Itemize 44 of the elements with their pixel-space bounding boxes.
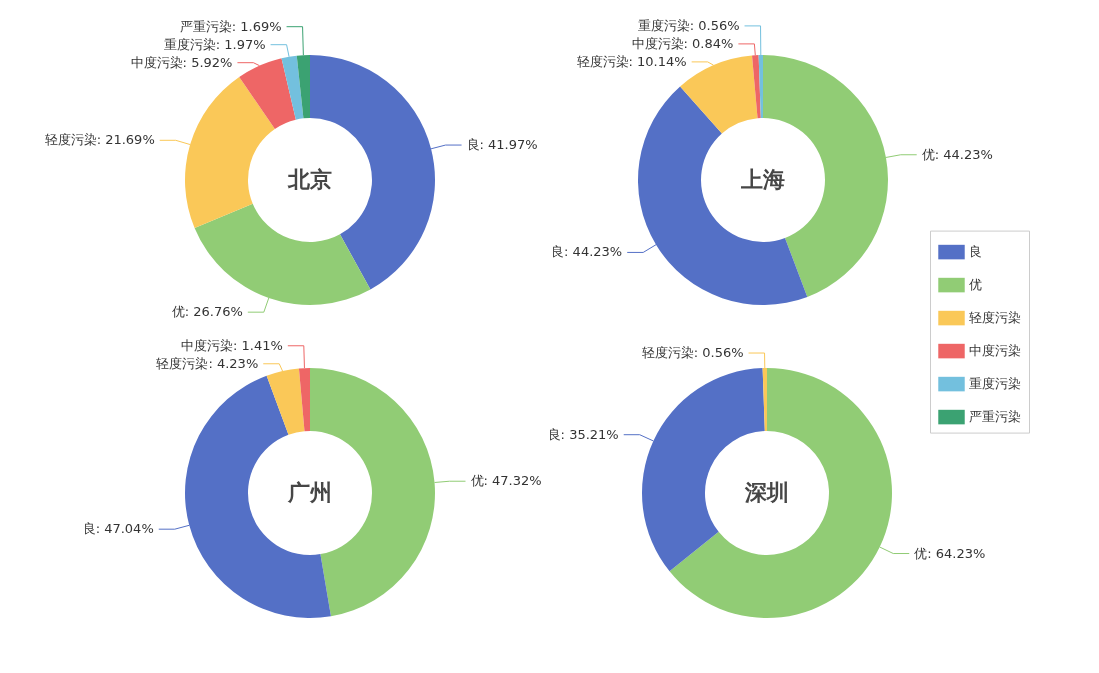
slice-label: 优: 47.32% [470,473,542,489]
slice-label: 中度污染: 0.84% [631,35,734,51]
donut-slice [752,55,761,119]
text: 广州 [287,480,332,505]
donut-slice [298,368,310,432]
legend-label: 优 [969,277,982,293]
category-label: 轻度污染: 21.69% [44,132,155,148]
donut-slice [310,368,435,617]
text: 北京 [287,167,332,192]
legend-label: 良 [969,244,982,260]
slice-label: 轻度污染: 0.56% [641,345,744,361]
slice-label: 中度污染: 1.41% [180,337,283,353]
donut-slice [763,55,888,297]
donut-slice [758,55,763,119]
text: 上海 [740,167,785,192]
category-label: 严重污染: 1.69% [179,18,282,34]
slice-label: 优: 44.23% [921,146,993,162]
slice-label: 优: 64.23% [914,545,986,561]
slice-label: 良: 44.23% [551,244,623,260]
donut-slice [669,368,892,618]
donut-slice [266,368,305,435]
category-label: 中度污染: 5.92% [130,54,233,70]
donut-slice [185,375,331,618]
donut-slice [310,55,435,290]
donut-slice [296,55,310,119]
slice-label: 良: 47.04% [82,521,154,537]
legend-label: 严重污染 [969,409,1021,425]
slice-label: 重度污染: 0.56% [637,17,740,33]
donut-slice [239,58,296,129]
slice-label: 轻度污染: 4.23% [156,355,259,371]
slice-label: 良: 35.21% [547,426,619,442]
donut-slice [281,55,304,120]
legend-label: 轻度污染 [969,310,1021,326]
donut-slice [762,368,767,432]
donut-slice [638,86,808,305]
legend-label: 重度污染 [969,376,1021,392]
donut-slice [194,203,371,305]
donut-slice [185,76,275,228]
legend-label: 中度污染 [969,343,1021,359]
category-label: 良: 41.97% [466,137,538,153]
category-label: 重度污染: 1.97% [163,36,266,52]
slice-label: 轻度污染: 10.14% [576,53,687,69]
category-label: 优: 26.76% [171,304,243,320]
text: 深圳 [744,480,789,505]
